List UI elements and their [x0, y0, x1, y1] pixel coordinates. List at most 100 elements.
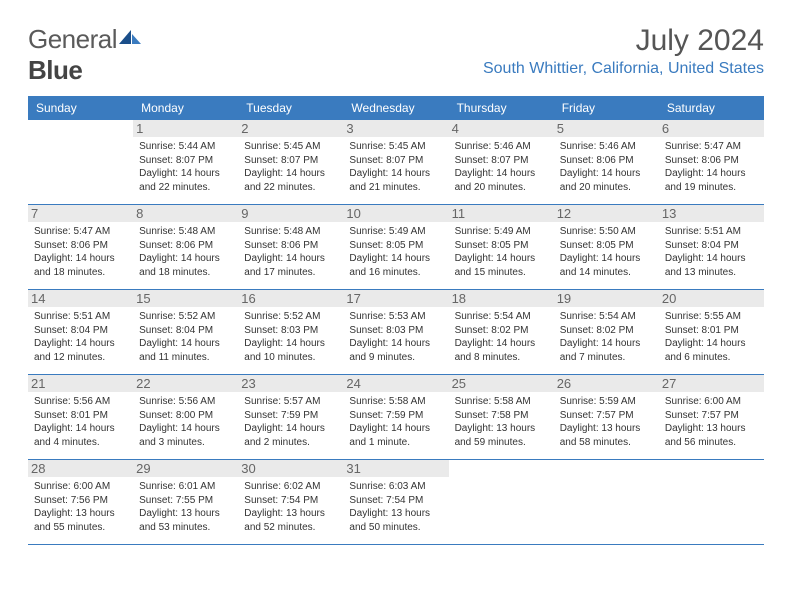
- day-info: Sunrise: 5:56 AMSunset: 8:01 PMDaylight:…: [34, 395, 127, 449]
- logo: GeneralBlue: [28, 24, 143, 86]
- sunset-text: Sunset: 8:01 PM: [34, 409, 127, 423]
- day-number: 5: [554, 120, 659, 137]
- sunset-text: Sunset: 7:57 PM: [665, 409, 758, 423]
- day-info: Sunrise: 5:52 AMSunset: 8:03 PMDaylight:…: [244, 310, 337, 364]
- day-number: 17: [343, 290, 448, 307]
- day-info: Sunrise: 5:51 AMSunset: 8:04 PMDaylight:…: [665, 225, 758, 279]
- daylight-text: Daylight: 14 hours and 2 minutes.: [244, 422, 337, 449]
- daylight-text: Daylight: 14 hours and 1 minute.: [349, 422, 442, 449]
- sunset-text: Sunset: 8:07 PM: [139, 154, 232, 168]
- sunset-text: Sunset: 8:05 PM: [455, 239, 548, 253]
- logo-text-2: Blue: [28, 55, 82, 85]
- sunrise-text: Sunrise: 5:48 AM: [139, 225, 232, 239]
- day-info: Sunrise: 5:44 AMSunset: 8:07 PMDaylight:…: [139, 140, 232, 194]
- day-info: Sunrise: 6:03 AMSunset: 7:54 PMDaylight:…: [349, 480, 442, 534]
- logo-sail-icon: [117, 28, 143, 48]
- daylight-text: Daylight: 14 hours and 14 minutes.: [560, 252, 653, 279]
- sunset-text: Sunset: 7:58 PM: [455, 409, 548, 423]
- sunrise-text: Sunrise: 5:59 AM: [560, 395, 653, 409]
- calendar-day-cell: 19Sunrise: 5:54 AMSunset: 8:02 PMDayligh…: [554, 290, 659, 374]
- weekday-header: Tuesday: [238, 96, 343, 120]
- calendar-day-cell: 20Sunrise: 5:55 AMSunset: 8:01 PMDayligh…: [659, 290, 764, 374]
- calendar-day-cell: 15 Sunrise: 5:52 AMSunset: 8:04 PMDayligh…: [133, 290, 238, 374]
- calendar-day-cell: 8Sunrise: 5:48 AMSunset: 8:06 PMDaylight…: [133, 205, 238, 289]
- day-number: 11: [449, 205, 554, 222]
- sunset-text: Sunset: 8:00 PM: [139, 409, 232, 423]
- sunset-text: Sunset: 8:02 PM: [560, 324, 653, 338]
- day-info: Sunrise: 5:51 AMSunset: 8:04 PMDaylight:…: [34, 310, 127, 364]
- day-info: Sunrise: 5:53 AMSunset: 8:03 PMDaylight:…: [349, 310, 442, 364]
- sunrise-text: Sunrise: 5:51 AM: [34, 310, 127, 324]
- day-info: Sunrise: 5:58 AMSunset: 7:59 PMDaylight:…: [349, 395, 442, 449]
- sunrise-text: Sunrise: 5:58 AM: [349, 395, 442, 409]
- day-info: Sunrise: 5:47 AMSunset: 8:06 PMDaylight:…: [665, 140, 758, 194]
- calendar-day-cell: 6Sunrise: 5:47 AMSunset: 8:06 PMDaylight…: [659, 120, 764, 204]
- sunrise-text: Sunrise: 5:57 AM: [244, 395, 337, 409]
- sunrise-text: Sunrise: 5:50 AM: [560, 225, 653, 239]
- daylight-text: Daylight: 14 hours and 18 minutes.: [139, 252, 232, 279]
- day-info: Sunrise: 5:48 AMSunset: 8:06 PMDaylight:…: [139, 225, 232, 279]
- sunrise-text: Sunrise: 5:52 AM: [244, 310, 337, 324]
- daylight-text: Daylight: 14 hours and 12 minutes.: [34, 337, 127, 364]
- day-number: 21: [28, 375, 133, 392]
- day-info: Sunrise: 5:52 AMSunset: 8:04 PMDaylight:…: [139, 310, 232, 364]
- weekday-header: Monday: [133, 96, 238, 120]
- daylight-text: Daylight: 14 hours and 11 minutes.: [139, 337, 232, 364]
- calendar-day-cell: 25Sunrise: 5:58 AMSunset: 7:58 PMDayligh…: [449, 375, 554, 459]
- sunset-text: Sunset: 7:56 PM: [34, 494, 127, 508]
- day-number: 2: [238, 120, 343, 137]
- sunrise-text: Sunrise: 5:45 AM: [244, 140, 337, 154]
- calendar-empty-cell: [449, 460, 554, 544]
- sunrise-text: Sunrise: 5:45 AM: [349, 140, 442, 154]
- weekday-header: Wednesday: [343, 96, 448, 120]
- sunset-text: Sunset: 7:57 PM: [560, 409, 653, 423]
- daylight-text: Daylight: 14 hours and 17 minutes.: [244, 252, 337, 279]
- sunrise-text: Sunrise: 5:56 AM: [34, 395, 127, 409]
- day-info: Sunrise: 6:02 AMSunset: 7:54 PMDaylight:…: [244, 480, 337, 534]
- sunset-text: Sunset: 8:06 PM: [139, 239, 232, 253]
- calendar: SundayMondayTuesdayWednesdayThursdayFrid…: [28, 96, 764, 545]
- daylight-text: Daylight: 13 hours and 55 minutes.: [34, 507, 127, 534]
- sunset-text: Sunset: 7:55 PM: [139, 494, 232, 508]
- weekday-header: Saturday: [659, 96, 764, 120]
- sunrise-text: Sunrise: 6:00 AM: [665, 395, 758, 409]
- calendar-empty-cell: [659, 460, 764, 544]
- daylight-text: Daylight: 14 hours and 21 minutes.: [349, 167, 442, 194]
- day-number: 14: [28, 290, 133, 307]
- calendar-day-cell: 17 Sunrise: 5:53 AMSunset: 8:03 PMDayligh…: [343, 290, 448, 374]
- sunset-text: Sunset: 8:06 PM: [560, 154, 653, 168]
- weekday-header: Thursday: [449, 96, 554, 120]
- calendar-day-cell: 29Sunrise: 6:01 AMSunset: 7:55 PMDayligh…: [133, 460, 238, 544]
- calendar-week-row: 21Sunrise: 5:56 AMSunset: 8:01 PMDayligh…: [28, 375, 764, 460]
- daylight-text: Daylight: 14 hours and 22 minutes.: [139, 167, 232, 194]
- calendar-day-cell: 1Sunrise: 5:44 AMSunset: 8:07 PMDaylight…: [133, 120, 238, 204]
- calendar-day-cell: 21 Sunrise: 5:56 AMSunset: 8:01 PMDayligh…: [28, 375, 133, 459]
- daylight-text: Daylight: 13 hours and 59 minutes.: [455, 422, 548, 449]
- logo-text: GeneralBlue: [28, 24, 143, 86]
- day-number: 25: [449, 375, 554, 392]
- sunset-text: Sunset: 8:05 PM: [560, 239, 653, 253]
- day-number: 15: [133, 290, 238, 307]
- day-info: Sunrise: 5:45 AMSunset: 8:07 PMDaylight:…: [244, 140, 337, 194]
- day-info: Sunrise: 6:00 AMSunset: 7:56 PMDaylight:…: [34, 480, 127, 534]
- weekday-header: Sunday: [28, 96, 133, 120]
- calendar-day-cell: 13Sunrise: 5:51 AMSunset: 8:04 PMDayligh…: [659, 205, 764, 289]
- calendar-day-cell: 7Sunrise: 5:47 AMSunset: 8:06 PMDaylight…: [28, 205, 133, 289]
- sunset-text: Sunset: 8:07 PM: [455, 154, 548, 168]
- calendar-empty-cell: [554, 460, 659, 544]
- calendar-day-cell: 28Sunrise: 6:00 AMSunset: 7:56 PMDayligh…: [28, 460, 133, 544]
- sunrise-text: Sunrise: 5:47 AM: [34, 225, 127, 239]
- day-number: 10: [343, 205, 448, 222]
- calendar-day-cell: 31Sunrise: 6:03 AMSunset: 7:54 PMDayligh…: [343, 460, 448, 544]
- daylight-text: Daylight: 14 hours and 10 minutes.: [244, 337, 337, 364]
- sunrise-text: Sunrise: 6:01 AM: [139, 480, 232, 494]
- calendar-body: 1Sunrise: 5:44 AMSunset: 8:07 PMDaylight…: [28, 120, 764, 545]
- day-info: Sunrise: 5:50 AMSunset: 8:05 PMDaylight:…: [560, 225, 653, 279]
- calendar-header-row: SundayMondayTuesdayWednesdayThursdayFrid…: [28, 96, 764, 120]
- daylight-text: Daylight: 14 hours and 8 minutes.: [455, 337, 548, 364]
- day-info: Sunrise: 5:55 AMSunset: 8:01 PMDaylight:…: [665, 310, 758, 364]
- daylight-text: Daylight: 13 hours and 58 minutes.: [560, 422, 653, 449]
- sunrise-text: Sunrise: 5:49 AM: [349, 225, 442, 239]
- calendar-day-cell: 10Sunrise: 5:49 AMSunset: 8:05 PMDayligh…: [343, 205, 448, 289]
- daylight-text: Daylight: 14 hours and 16 minutes.: [349, 252, 442, 279]
